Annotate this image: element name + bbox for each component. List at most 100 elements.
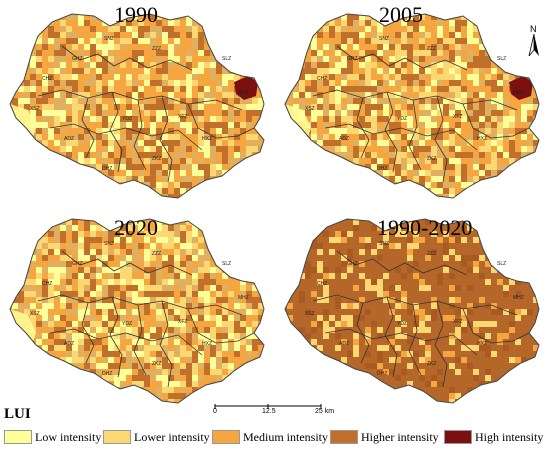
raster-cell xyxy=(335,237,341,243)
raster-cell xyxy=(479,140,485,146)
raster-cell xyxy=(132,110,138,116)
raster-cell xyxy=(407,339,413,345)
raster-cell xyxy=(66,321,72,327)
raster-cell xyxy=(108,237,114,243)
raster-cell xyxy=(365,237,371,243)
raster-cell xyxy=(180,182,186,188)
raster-cell xyxy=(138,146,144,152)
raster-cell xyxy=(353,62,359,68)
raster-cell xyxy=(162,176,168,182)
raster-cell xyxy=(150,261,156,267)
raster-cell xyxy=(60,98,66,104)
raster-cell xyxy=(96,56,102,62)
raster-cell xyxy=(174,243,180,249)
raster-cell xyxy=(174,92,180,98)
raster-cell xyxy=(341,315,347,321)
raster-cell xyxy=(192,26,198,32)
raster-cell xyxy=(174,339,180,345)
raster-cell xyxy=(66,146,72,152)
raster-cell xyxy=(389,32,395,38)
raster-cell xyxy=(311,134,317,140)
raster-cell xyxy=(419,327,425,333)
raster-cell xyxy=(401,26,407,32)
region-label: MHZ xyxy=(513,90,524,96)
raster-cell xyxy=(168,68,174,74)
raster-cell xyxy=(78,20,84,26)
raster-cell xyxy=(186,32,192,38)
raster-cell xyxy=(395,98,401,104)
raster-cell xyxy=(485,279,491,285)
raster-cell xyxy=(449,140,455,146)
raster-cell xyxy=(66,333,72,339)
raster-cell xyxy=(30,116,36,122)
raster-cell xyxy=(198,134,204,140)
raster-cell xyxy=(180,327,186,333)
raster-cell xyxy=(66,279,72,285)
raster-cell xyxy=(485,110,491,116)
raster-cell xyxy=(395,62,401,68)
raster-cell xyxy=(84,339,90,345)
raster-cell xyxy=(174,26,180,32)
raster-cell xyxy=(120,98,126,104)
raster-cell xyxy=(138,381,144,387)
raster-cell xyxy=(96,303,102,309)
raster-cell xyxy=(515,134,521,140)
raster-cell xyxy=(180,134,186,140)
raster-cell xyxy=(174,285,180,291)
raster-cell xyxy=(252,98,258,104)
raster-cell xyxy=(168,345,174,351)
raster-cell xyxy=(192,291,198,297)
raster-cell xyxy=(54,243,60,249)
raster-cell xyxy=(359,237,365,243)
raster-cell xyxy=(210,267,216,273)
raster-cell xyxy=(234,146,240,152)
raster-cell xyxy=(485,62,491,68)
raster-cell xyxy=(311,92,317,98)
raster-cell xyxy=(395,110,401,116)
raster-cell xyxy=(192,158,198,164)
raster-cell xyxy=(198,333,204,339)
raster-cell xyxy=(509,158,515,164)
raster-cell xyxy=(467,309,473,315)
raster-cell xyxy=(126,243,132,249)
raster-cell xyxy=(485,80,491,86)
raster-cell xyxy=(48,309,54,315)
raster-cell xyxy=(108,152,114,158)
raster-cell xyxy=(168,381,174,387)
raster-cell xyxy=(162,315,168,321)
raster-cell xyxy=(162,188,168,194)
raster-cell xyxy=(78,86,84,92)
raster-cell xyxy=(24,279,30,285)
raster-cell xyxy=(132,255,138,261)
raster-cell xyxy=(54,315,60,321)
raster-cell xyxy=(419,176,425,182)
raster-cell xyxy=(485,116,491,122)
raster-cell xyxy=(60,327,66,333)
raster-cell xyxy=(437,279,443,285)
raster-cell xyxy=(419,122,425,128)
raster-cell xyxy=(341,56,347,62)
raster-cell xyxy=(305,273,311,279)
raster-cell xyxy=(180,315,186,321)
raster-cell xyxy=(96,26,102,32)
raster-cell xyxy=(108,243,114,249)
raster-cell xyxy=(138,170,144,176)
raster-cell xyxy=(102,140,108,146)
raster-cell xyxy=(455,92,461,98)
raster-cell xyxy=(341,134,347,140)
raster-cell xyxy=(389,80,395,86)
raster-cell xyxy=(365,14,371,20)
raster-cell xyxy=(425,164,431,170)
raster-cell xyxy=(359,116,365,122)
raster-cell xyxy=(527,309,533,315)
raster-cell xyxy=(186,297,192,303)
raster-cell xyxy=(341,273,347,279)
raster-cell xyxy=(204,297,210,303)
raster-cell xyxy=(467,32,473,38)
raster-cell xyxy=(162,285,168,291)
raster-cell xyxy=(365,152,371,158)
raster-cell xyxy=(54,20,60,26)
raster-cell xyxy=(419,80,425,86)
raster-cell xyxy=(138,62,144,68)
raster-cell xyxy=(509,321,515,327)
